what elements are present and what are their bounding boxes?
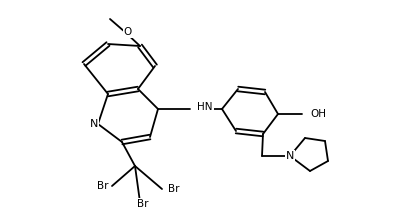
Text: N: N bbox=[286, 151, 294, 161]
Text: Br: Br bbox=[168, 184, 179, 194]
Text: Br: Br bbox=[96, 181, 108, 191]
Text: N: N bbox=[90, 119, 98, 129]
Text: O: O bbox=[124, 27, 132, 37]
Text: HN: HN bbox=[197, 102, 212, 112]
Text: Br: Br bbox=[137, 199, 149, 209]
Text: OH: OH bbox=[310, 109, 326, 119]
